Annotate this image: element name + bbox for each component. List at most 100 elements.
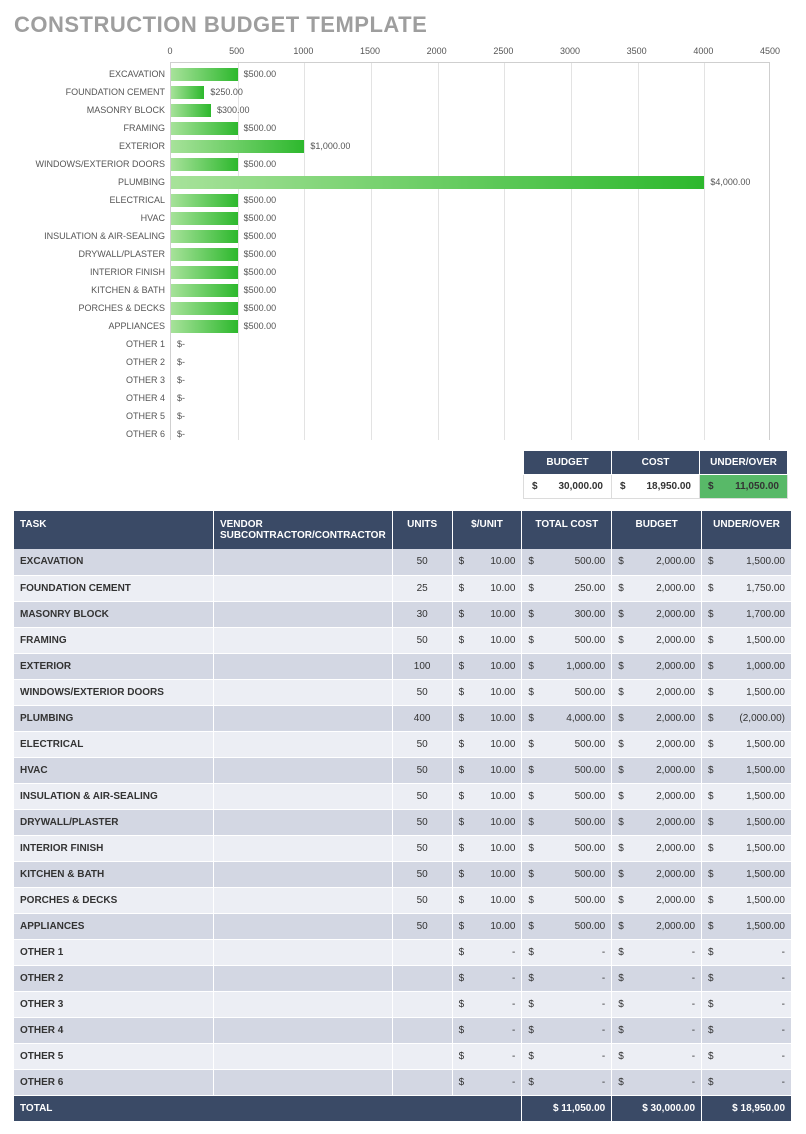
cell-vendor (213, 731, 392, 757)
chart-bar-value: $500.00 (244, 231, 277, 241)
cell-units: 50 (392, 679, 452, 705)
chart-bar (171, 266, 238, 279)
chart-bar-row: $500.00 (171, 283, 276, 297)
chart-bar-row: $500.00 (171, 247, 276, 261)
cell-task: HVAC (14, 757, 213, 783)
summary-under-over-value: $11,050.00 (700, 475, 788, 499)
col-header-task: TASK (14, 511, 213, 549)
chart-bar-row: $500.00 (171, 301, 276, 315)
footer-budget: $ 30,000.00 (612, 1095, 702, 1121)
cell-units: 25 (392, 575, 452, 601)
chart-tick: 1500 (360, 46, 380, 56)
chart-tick: 2000 (427, 46, 447, 56)
chart-bar-row: $250.00 (171, 85, 243, 99)
cell-task: WINDOWS/EXTERIOR DOORS (14, 679, 213, 705)
chart-bar-value: $500.00 (244, 249, 277, 259)
cell-units: 50 (392, 809, 452, 835)
footer-total-cost: $ 11,050.00 (522, 1095, 612, 1121)
cell-under-over: $1,500.00 (702, 783, 792, 809)
chart-bar (171, 230, 238, 243)
chart-bar-value: $- (177, 411, 185, 421)
chart-bar-row: $- (171, 409, 185, 423)
cell-under-over: $- (702, 991, 792, 1017)
cell-task: APPLIANCES (14, 913, 213, 939)
chart-bar-value: $500.00 (244, 321, 277, 331)
footer-under-over: $ 18,950.00 (702, 1095, 792, 1121)
chart-bar (171, 194, 238, 207)
table-row: OTHER 3$-$-$-$- (14, 991, 792, 1017)
chart-bar-row: $500.00 (171, 193, 276, 207)
cell-under-over: $1,500.00 (702, 679, 792, 705)
cell-task: MASONRY BLOCK (14, 601, 213, 627)
cell-budget: $2,000.00 (612, 679, 702, 705)
cell-unit-price: $10.00 (452, 887, 522, 913)
chart-row-label: PORCHES & DECKS (15, 301, 165, 315)
chart-bar-value: $- (177, 357, 185, 367)
chart-bar (171, 122, 238, 135)
cell-units: 50 (392, 887, 452, 913)
cell-units: 50 (392, 549, 452, 575)
chart-bar-value: $1,000.00 (310, 141, 350, 151)
cell-vendor (213, 679, 392, 705)
table-row: EXCAVATION50$10.00$500.00$2,000.00$1,500… (14, 549, 792, 575)
cell-unit-price: $- (452, 965, 522, 991)
cell-under-over: $1,500.00 (702, 861, 792, 887)
chart-tick: 3000 (560, 46, 580, 56)
cell-vendor (213, 1043, 392, 1069)
chart-bar-value: $- (177, 393, 185, 403)
cell-task: INTERIOR FINISH (14, 835, 213, 861)
chart-bar (171, 284, 238, 297)
chart-row-label: ELECTRICAL (15, 193, 165, 207)
chart-tick: 500 (229, 46, 244, 56)
cell-unit-price: $- (452, 1069, 522, 1095)
cell-under-over: $1,500.00 (702, 809, 792, 835)
chart-tick: 0 (167, 46, 172, 56)
chart-tick: 1000 (293, 46, 313, 56)
cell-vendor (213, 1069, 392, 1095)
cell-unit-price: $10.00 (452, 913, 522, 939)
chart-bar-value: $500.00 (244, 123, 277, 133)
chart-row-label: OTHER 1 (15, 337, 165, 351)
cell-budget: $- (612, 1069, 702, 1095)
cell-units: 50 (392, 731, 452, 757)
chart-row-label: INTERIOR FINISH (15, 265, 165, 279)
cell-total-cost: $- (522, 1043, 612, 1069)
summary-budget-value: $30,000.00 (524, 475, 612, 499)
cell-vendor (213, 939, 392, 965)
table-row: OTHER 6$-$-$-$- (14, 1069, 792, 1095)
cell-task: EXCAVATION (14, 549, 213, 575)
cell-total-cost: $- (522, 1017, 612, 1043)
cell-total-cost: $250.00 (522, 575, 612, 601)
cell-under-over: $1,000.00 (702, 653, 792, 679)
cell-total-cost: $500.00 (522, 627, 612, 653)
cell-budget: $2,000.00 (612, 861, 702, 887)
cell-budget: $2,000.00 (612, 913, 702, 939)
chart: 050010001500200025003000350040004500 EXC… (170, 46, 770, 440)
cell-task: PLUMBING (14, 705, 213, 731)
cell-vendor (213, 705, 392, 731)
cell-budget: $- (612, 1043, 702, 1069)
cell-unit-price: $10.00 (452, 575, 522, 601)
cell-total-cost: $500.00 (522, 757, 612, 783)
cell-task: OTHER 6 (14, 1069, 213, 1095)
chart-bar (171, 86, 204, 99)
col-header-units: UNITS (392, 511, 452, 549)
chart-bar-row: $- (171, 337, 185, 351)
cell-budget: $- (612, 939, 702, 965)
chart-row-label: HVAC (15, 211, 165, 225)
chart-bar-value: $- (177, 339, 185, 349)
chart-row-label: INSULATION & AIR-SEALING (15, 229, 165, 243)
chart-bar-row: $500.00 (171, 319, 276, 333)
col-header-under-over: UNDER/OVER (702, 511, 792, 549)
cell-under-over: $1,700.00 (702, 601, 792, 627)
table-row: KITCHEN & BATH50$10.00$500.00$2,000.00$1… (14, 861, 792, 887)
cell-under-over: $(2,000.00) (702, 705, 792, 731)
cell-units (392, 965, 452, 991)
cell-total-cost: $4,000.00 (522, 705, 612, 731)
cell-total-cost: $500.00 (522, 887, 612, 913)
chart-bar-value: $500.00 (244, 285, 277, 295)
cell-units: 50 (392, 861, 452, 887)
table-row: OTHER 4$-$-$-$- (14, 1017, 792, 1043)
cell-vendor (213, 601, 392, 627)
table-row: FOUNDATION CEMENT25$10.00$250.00$2,000.0… (14, 575, 792, 601)
